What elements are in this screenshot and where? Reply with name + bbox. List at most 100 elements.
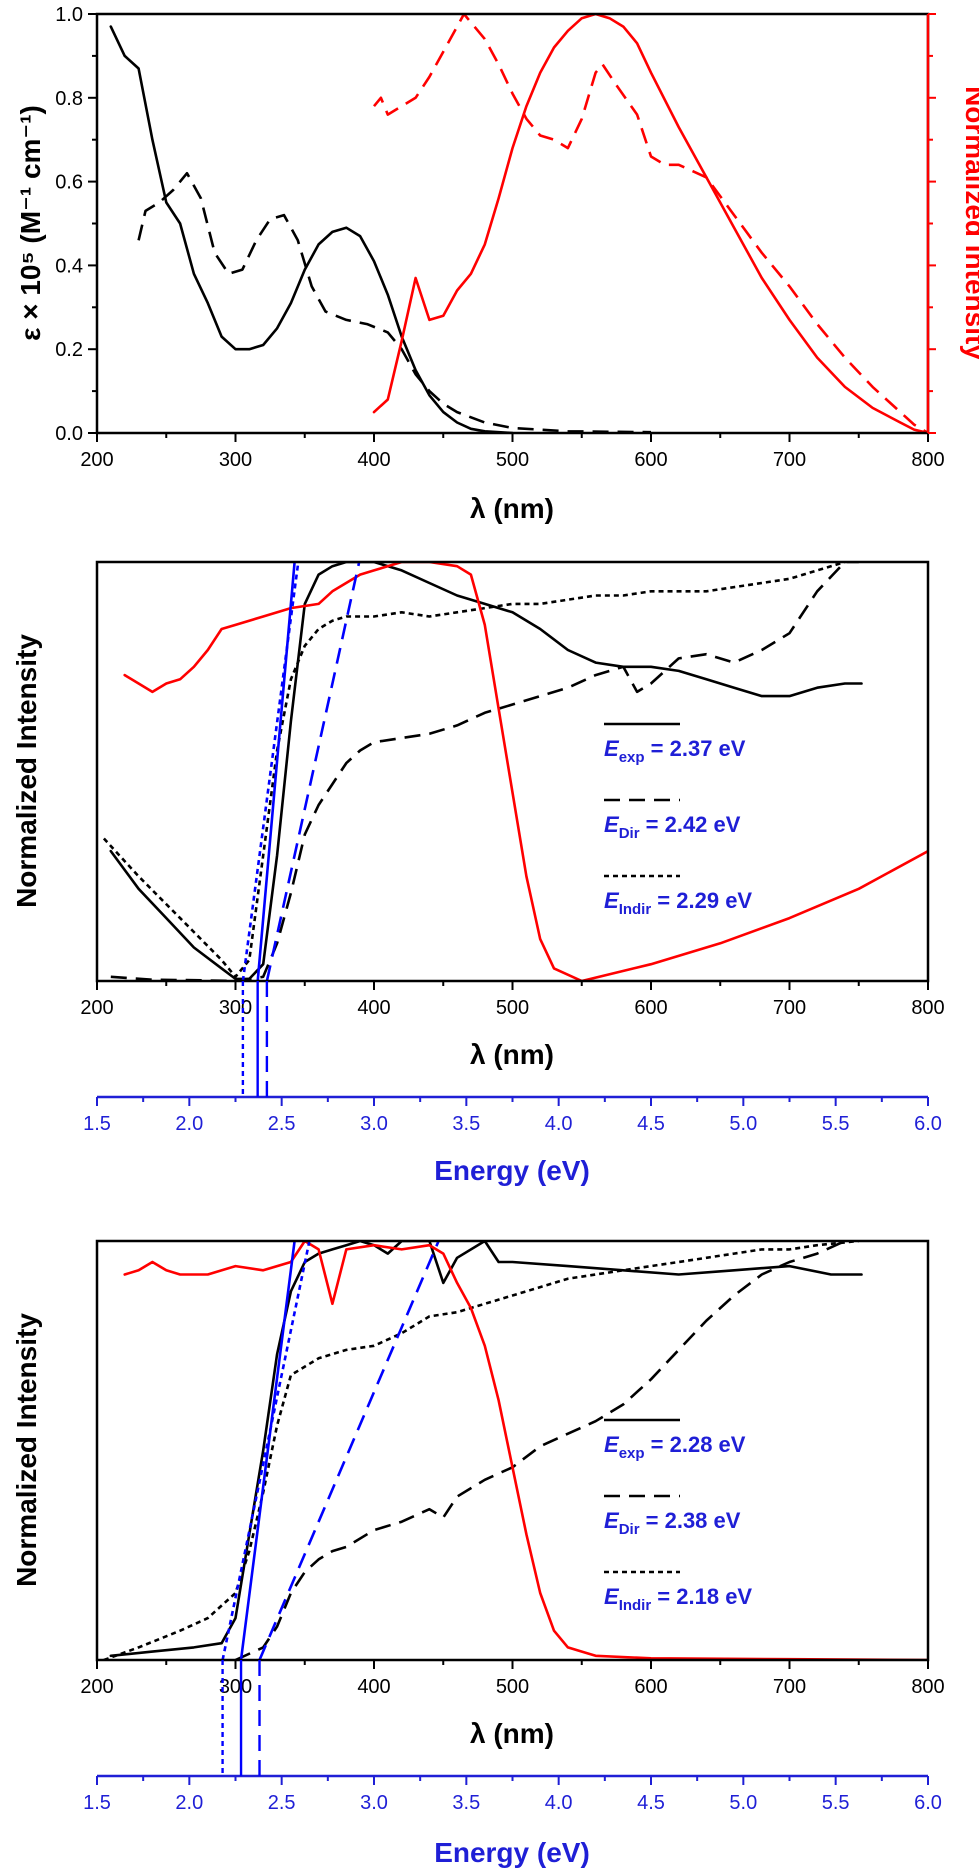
legend-value: = 2.37 eV [645, 736, 746, 761]
x-tick-label: 700 [773, 449, 806, 471]
y-tick-label: 0.6 [55, 172, 83, 194]
series-line-6-dashed [258, 1241, 440, 1660]
panel-3-plot-frame [95, 1239, 930, 1662]
legend-subscript: exp [619, 1445, 645, 1462]
legend-entry-dir: EDir = 2.42 eV [604, 812, 741, 842]
legend-subscript: Indir [619, 1597, 652, 1614]
x-tick-label: 800 [911, 1676, 944, 1698]
energy-tick-label: 1.5 [83, 1113, 111, 1135]
panel-2-series [102, 562, 928, 981]
y-tick-label: 0.2 [55, 339, 83, 361]
series-line-3-solid [372, 14, 928, 433]
energy-tick-label: 6.0 [914, 1792, 942, 1814]
x-tick-label: 300 [219, 1676, 252, 1698]
x-tick-label: 600 [634, 449, 667, 471]
x-tick-label: 600 [634, 1676, 667, 1698]
x-tick-label: 300 [219, 997, 252, 1019]
x-tick-label: 200 [80, 1676, 113, 1698]
panel-3-x-ticks: 200 300 400 500 600 700 800 [80, 1660, 945, 1698]
energy-tick-label: 5.0 [729, 1792, 757, 1814]
legend-symbol: E [604, 888, 620, 913]
legend-subscript: Indir [619, 901, 652, 918]
x-tick-label: 500 [496, 449, 529, 471]
energy-tick-label: 3.0 [360, 1113, 388, 1135]
panel-2-bandgap: 200 300 400 500 600 700 800 λ (nm) Normalized … [11, 560, 945, 1186]
panel-3-intercept-markers [221, 1660, 261, 1776]
panel-2-energy-axis-label: Energy (eV) [434, 1155, 590, 1186]
legend-subscript: Dir [619, 1521, 640, 1538]
legend-value: = 2.28 eV [645, 1432, 746, 1457]
energy-tick-label: 2.5 [268, 1113, 296, 1135]
energy-tick-label: 1.5 [83, 1792, 111, 1814]
energy-tick-label: 4.0 [545, 1792, 573, 1814]
legend-entry-exp: Eexp = 2.37 eV [604, 736, 746, 766]
panel-2-plot-frame [95, 560, 930, 983]
y-tick-label: 0.0 [55, 423, 83, 445]
legend-subscript: Dir [619, 825, 640, 842]
panel-1-x-axis-label: λ (nm) [470, 493, 554, 524]
x-tick-label: 400 [357, 1676, 390, 1698]
y-tick-label: 1.0 [55, 4, 83, 26]
series-line-2-dashed [234, 1241, 846, 1660]
legend-value: = 2.38 eV [640, 1508, 741, 1533]
energy-tick-label: 4.0 [545, 1113, 573, 1135]
legend-symbol: E [604, 812, 620, 837]
energy-tick-label: 5.0 [729, 1113, 757, 1135]
series-line-1-solid [109, 562, 863, 981]
series-line-2-dashed [137, 171, 652, 433]
legend-value: = 2.42 eV [640, 812, 741, 837]
legend-symbol: E [604, 1584, 620, 1609]
panel-1-absorption-emission: 200 300 400 500 600 700 800 0.0 0.2 0.4 0.6 0.8 1.0… [15, 4, 979, 524]
x-tick-label: 500 [496, 997, 529, 1019]
panel-3-y-axis-label: Normalized Intensity [11, 1313, 42, 1587]
series-line-4-solid [123, 1241, 928, 1660]
x-tick-label: 300 [219, 449, 252, 471]
panel-3-energy-ticks: 1.5 2.0 2.5 3.0 3.5 4.0 4.5 5.0 5.5 6.0 [83, 1776, 942, 1814]
panel-2-x-ticks: 200 300 400 500 600 700 800 [80, 981, 945, 1019]
energy-tick-label: 3.5 [452, 1113, 480, 1135]
energy-tick-label: 5.5 [822, 1113, 850, 1135]
x-tick-label: 200 [80, 997, 113, 1019]
legend-value: = 2.29 eV [651, 888, 752, 913]
panel-1-plot-frame [95, 12, 930, 435]
series-line-5-solid [256, 562, 296, 981]
x-tick-label: 800 [911, 449, 944, 471]
legend-entry-exp: Eexp = 2.28 eV [604, 1432, 746, 1462]
panel-3-x-axis-label: λ (nm) [470, 1718, 554, 1749]
legend-symbol: E [604, 1508, 620, 1533]
series-line-7-dotted [241, 562, 300, 981]
series-line-1-solid [109, 25, 514, 433]
series-line-4-solid [123, 562, 928, 981]
legend-entry-dir: EDir = 2.38 eV [604, 1508, 741, 1538]
energy-tick-label: 3.5 [452, 1792, 480, 1814]
panel-1-series [109, 14, 928, 433]
energy-tick-label: 5.5 [822, 1792, 850, 1814]
x-tick-label: 400 [357, 449, 390, 471]
series-line-6-dashed [265, 562, 361, 981]
y-tick-label: 0.4 [55, 255, 83, 277]
energy-tick-label: 2.0 [175, 1792, 203, 1814]
panel-2-x-axis-label: λ (nm) [470, 1039, 554, 1070]
energy-tick-label: 6.0 [914, 1113, 942, 1135]
series-line-3-dotted [103, 1241, 859, 1660]
series-line-4-dashed [372, 14, 928, 433]
x-tick-label: 500 [496, 1676, 529, 1698]
series-line-1-solid [109, 1241, 863, 1658]
panel-2-y-axis-label: Normalized Intensity [11, 634, 42, 908]
legend-value: = 2.18 eV [651, 1584, 752, 1609]
series-line-5-solid [239, 1241, 296, 1660]
panel-3-bandgap: 200 300 400 500 600 700 800 λ (nm) Normalized … [11, 1239, 945, 1868]
panel-2-intercept-markers [241, 981, 269, 1097]
legend-symbol: E [604, 736, 620, 761]
x-tick-label: 700 [773, 997, 806, 1019]
x-tick-label: 700 [773, 1676, 806, 1698]
legend-entry-indir: EIndir = 2.18 eV [604, 1584, 752, 1614]
x-tick-label: 800 [911, 997, 944, 1019]
series-line-3-dotted [102, 562, 846, 979]
energy-tick-label: 2.0 [175, 1113, 203, 1135]
panel-3-energy-axis-label: Energy (eV) [434, 1837, 590, 1868]
panel-1-x-ticks: 200 300 400 500 600 700 800 [80, 433, 945, 471]
